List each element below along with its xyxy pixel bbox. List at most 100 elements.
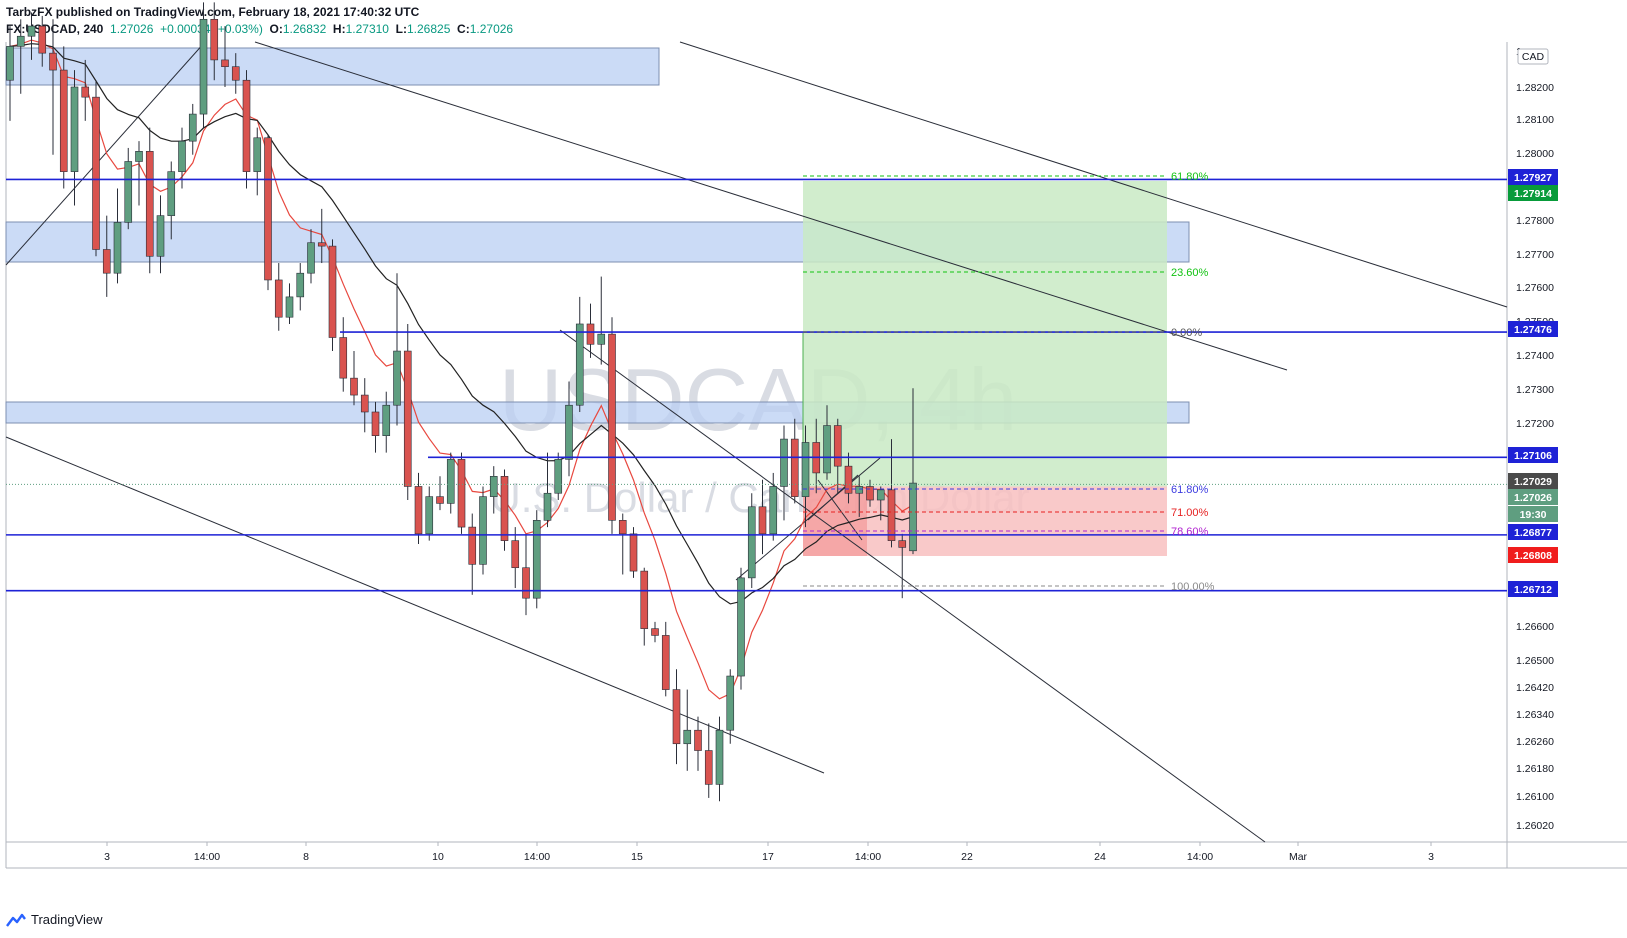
- y-tick-label: 1.28000: [1516, 148, 1554, 160]
- y-tick-label: 1.28100: [1516, 114, 1554, 126]
- candle-body: [575, 323, 584, 406]
- y-tick-label: 1.26020: [1516, 820, 1554, 832]
- candle-body: [769, 486, 778, 535]
- candle-body: [543, 492, 552, 521]
- open-value: 1.26832: [282, 22, 327, 36]
- candle-body: [296, 272, 305, 298]
- candle-body: [328, 245, 337, 338]
- x-tick-label: Mar: [1289, 851, 1308, 863]
- candle-body: [92, 96, 100, 250]
- candle-body: [597, 333, 606, 345]
- publisher-line: TarbzFX published on TradingView.com, Fe…: [6, 4, 513, 21]
- candle-body: [694, 729, 702, 751]
- candle-body: [382, 404, 391, 436]
- price-tag-label: 1.26808: [1514, 550, 1552, 562]
- candle-body: [747, 506, 756, 579]
- price-tag-label: 1.27476: [1514, 324, 1552, 336]
- candle-body: [780, 438, 788, 487]
- close-label: C:: [457, 22, 470, 36]
- candle-body: [672, 689, 681, 745]
- candle-body: [210, 18, 219, 61]
- price-tag-box: [1508, 169, 1558, 185]
- price-tag-label: 1.27914: [1514, 188, 1552, 200]
- trendline-5: [559, 329, 1266, 843]
- candle-body: [629, 533, 638, 572]
- candle-body: [81, 86, 90, 98]
- candle-body: [124, 161, 133, 223]
- candle-body: [823, 425, 831, 474]
- candle-body: [188, 113, 197, 142]
- position-filled-loss: [803, 486, 867, 556]
- price-tag-box: [1508, 321, 1558, 337]
- candle-body: [532, 520, 541, 599]
- candle-body: [167, 171, 176, 216]
- trendline-2: [254, 41, 1288, 371]
- x-tick-label: 15: [631, 851, 643, 863]
- candle-body: [156, 215, 165, 257]
- y-tick-label: 1.26100: [1516, 791, 1554, 803]
- price-tag-label: 1.27927: [1514, 172, 1552, 184]
- candle-body: [833, 425, 842, 467]
- low-value: 1.26825: [406, 22, 451, 36]
- candle-body: [425, 496, 434, 535]
- candle-body: [350, 377, 358, 396]
- y-tick-label: 1.26260: [1516, 736, 1554, 748]
- x-tick-label: 22: [961, 851, 973, 863]
- trendline-6: [735, 457, 881, 581]
- x-tick-label: 10: [432, 851, 444, 863]
- candle-body: [887, 489, 896, 541]
- candle-body: [371, 411, 380, 436]
- candle-body: [522, 567, 530, 599]
- candle-body: [231, 66, 240, 81]
- candle-body: [6, 46, 14, 81]
- price-tag-box: [1508, 447, 1558, 463]
- candle-body: [866, 486, 874, 501]
- tradingview-logo-icon: [6, 913, 26, 927]
- y-tick-label: 1.26180: [1516, 763, 1554, 775]
- trendline-1: [5, 41, 206, 266]
- candle-body: [640, 570, 649, 629]
- y-tick-label: 1.27200: [1516, 418, 1554, 430]
- candle-body: [285, 296, 294, 318]
- price-tag-box: [1508, 185, 1558, 201]
- y-tick-label: 1.27800: [1516, 215, 1554, 227]
- candle-body: [27, 25, 36, 37]
- price-tag-label: 1.26877: [1514, 527, 1552, 539]
- x-tick-label: 14:00: [194, 851, 220, 863]
- candle-body: [489, 476, 498, 497]
- candle-body: [726, 675, 735, 731]
- fib-label: 61.80%: [1171, 484, 1209, 496]
- candle-body: [135, 151, 143, 162]
- tradingview-footer[interactable]: TradingView: [6, 912, 103, 927]
- x-tick-label: 17: [762, 851, 774, 863]
- candle-body: [715, 729, 724, 785]
- y-tick-label: 1.28200: [1516, 82, 1554, 94]
- price-tag-label: 1.27026: [1514, 492, 1552, 504]
- publisher-text: TarbzFX published on TradingView.com, Fe…: [6, 5, 420, 19]
- y-tick-label: 1.26600: [1516, 621, 1554, 633]
- candle-body: [446, 459, 455, 504]
- candle-body: [414, 486, 423, 535]
- position-profit-area: [803, 181, 1167, 487]
- fib-label: 0.00%: [1171, 327, 1202, 339]
- price-tag-box: [1508, 473, 1558, 489]
- fib-label: 100.00%: [1171, 581, 1215, 593]
- x-tick-label: 14:00: [1187, 851, 1213, 863]
- currency-badge: [1517, 48, 1549, 65]
- candle-body: [403, 350, 412, 487]
- tradingview-brand: TradingView: [31, 912, 103, 927]
- candle-body: [102, 249, 111, 274]
- candle-body: [898, 540, 907, 548]
- close-value: 1.27026: [469, 22, 514, 36]
- candle-body: [554, 459, 563, 494]
- fib-label: 78.60%: [1171, 526, 1209, 538]
- price-tag-box: [1508, 506, 1558, 522]
- x-tick-label: 3: [1428, 851, 1434, 863]
- last-price: 1.27026: [110, 22, 154, 36]
- y-tick-label: 1.27600: [1516, 282, 1554, 294]
- y-tick-label: 1.26500: [1516, 655, 1554, 667]
- pattern-line-2: [817, 479, 863, 541]
- low-label: L:: [395, 22, 407, 36]
- candle-body: [790, 438, 799, 497]
